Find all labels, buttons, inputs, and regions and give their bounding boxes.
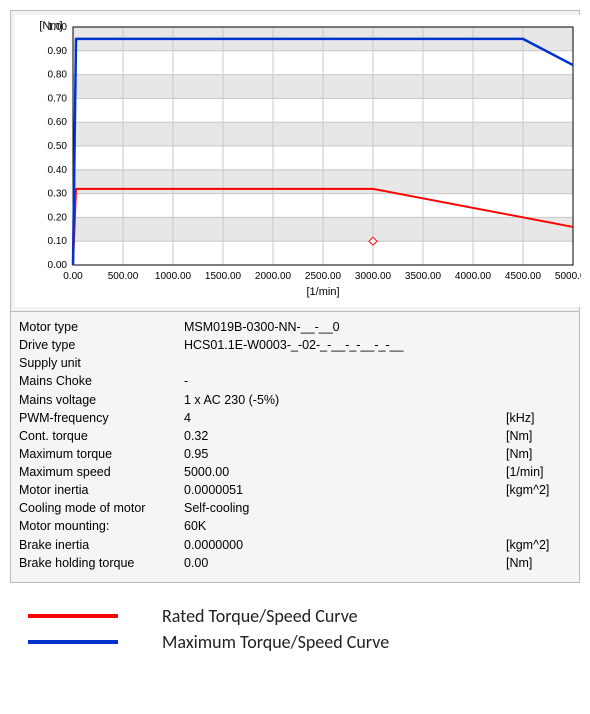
legend-label: Rated Torque/Speed Curve	[162, 605, 358, 627]
legend-row: Rated Torque/Speed Curve	[28, 605, 580, 627]
spec-value	[184, 354, 506, 372]
x-tick-label: 500.00	[108, 271, 139, 282]
spec-row: Motor typeMSM019B-0300-NN-__-__0	[19, 318, 571, 336]
spec-value: 0.95	[184, 445, 506, 463]
spec-label: Drive type	[19, 336, 184, 354]
y-tick-label: 0.40	[48, 165, 68, 176]
spec-row: Supply unit	[19, 354, 571, 372]
spec-label: Maximum torque	[19, 445, 184, 463]
spec-unit: [kgm^2]	[506, 481, 571, 499]
spec-label: Motor type	[19, 318, 184, 336]
spec-unit: [Nm]	[506, 427, 571, 445]
spec-value: 4	[184, 409, 506, 427]
x-tick-label: 1500.00	[205, 271, 242, 282]
spec-row: PWM-frequency4[kHz]	[19, 409, 571, 427]
spec-value: MSM019B-0300-NN-__-__0	[184, 318, 506, 336]
spec-label: Cont. torque	[19, 427, 184, 445]
x-tick-label: 3500.00	[405, 271, 442, 282]
spec-label: Mains Choke	[19, 372, 184, 390]
spec-unit	[506, 391, 571, 409]
spec-table: Motor typeMSM019B-0300-NN-__-__0Drive ty…	[10, 312, 580, 583]
spec-label: Brake inertia	[19, 536, 184, 554]
spec-unit: [1/min]	[506, 463, 571, 481]
legend-label: Maximum Torque/Speed Curve	[162, 631, 389, 653]
legend-row: Maximum Torque/Speed Curve	[28, 631, 580, 653]
spec-row: Brake inertia0.0000000[kgm^2]	[19, 536, 571, 554]
spec-row: Maximum speed5000.00[1/min]	[19, 463, 571, 481]
spec-label: Brake holding torque	[19, 554, 184, 572]
legend-swatch	[28, 614, 118, 618]
y-tick-label: 0.10	[48, 236, 68, 247]
y-tick-label: 0.30	[48, 189, 68, 200]
y-tick-label: 0.60	[48, 117, 68, 128]
spec-unit: [kgm^2]	[506, 536, 571, 554]
spec-label: Motor inertia	[19, 481, 184, 499]
spec-value: -	[184, 372, 506, 390]
spec-unit	[506, 372, 571, 390]
spec-label: Cooling mode of motor	[19, 499, 184, 517]
spec-value: 0.0000000	[184, 536, 506, 554]
y-tick-label: 0.70	[48, 93, 68, 104]
spec-unit	[506, 517, 571, 535]
spec-value: 60K	[184, 517, 506, 535]
spec-row: Mains Choke-	[19, 372, 571, 390]
x-tick-label: 4000.00	[455, 271, 492, 282]
spec-label: Mains voltage	[19, 391, 184, 409]
x-tick-label: 4500.00	[505, 271, 542, 282]
x-tick-label: 3000.00	[355, 271, 392, 282]
chart-panel: 0.00 0.10 0.20 0.30 0.40 0.50 0.60 0.70 0.80 0.90…	[10, 10, 580, 312]
spec-unit: [Nm]	[506, 554, 571, 572]
spec-row: Brake holding torque0.00[Nm]	[19, 554, 571, 572]
spec-value: 0.0000051	[184, 481, 506, 499]
spec-row: Maximum torque0.95[Nm]	[19, 445, 571, 463]
spec-label: Maximum speed	[19, 463, 184, 481]
y-tick-label: 0.90	[48, 46, 68, 57]
spec-row: Cooling mode of motorSelf-cooling	[19, 499, 571, 517]
torque-speed-chart: 0.00 0.10 0.20 0.30 0.40 0.50 0.60 0.70 0.80 0.90…	[15, 15, 581, 307]
spec-row: Motor inertia0.0000051[kgm^2]	[19, 481, 571, 499]
spec-unit: [kHz]	[506, 409, 571, 427]
spec-label: Supply unit	[19, 354, 184, 372]
y-tick-label: 0.20	[48, 212, 68, 223]
x-tick-label: 1000.00	[155, 271, 192, 282]
spec-value: HCS01.1E-W0003-_-02-_-__-_-__-_-__	[184, 336, 506, 354]
spec-value: Self-cooling	[184, 499, 506, 517]
spec-row: Mains voltage1 x AC 230 (-5%)	[19, 391, 571, 409]
y-axis-label: [Nm]	[39, 20, 62, 32]
x-axis-label: [1/min]	[306, 286, 339, 298]
chart-area: 0.00 0.10 0.20 0.30 0.40 0.50 0.60 0.70 0.80 0.90…	[15, 15, 575, 307]
x-tick-label: 0.00	[63, 271, 83, 282]
spec-value: 0.32	[184, 427, 506, 445]
x-tick-label: 5000.00	[555, 271, 581, 282]
spec-label: PWM-frequency	[19, 409, 184, 427]
spec-unit	[506, 336, 571, 354]
spec-value: 1 x AC 230 (-5%)	[184, 391, 506, 409]
spec-row: Motor mounting:60K	[19, 517, 571, 535]
y-tick-label: 0.00	[48, 260, 68, 271]
y-tick-label: 0.80	[48, 70, 68, 81]
x-tick-label: 2500.00	[305, 271, 342, 282]
x-tick-label: 2000.00	[255, 271, 292, 282]
spec-label: Motor mounting:	[19, 517, 184, 535]
y-tick-label: 0.50	[48, 141, 68, 152]
spec-value: 0.00	[184, 554, 506, 572]
spec-unit	[506, 499, 571, 517]
spec-unit	[506, 318, 571, 336]
spec-value: 5000.00	[184, 463, 506, 481]
spec-unit	[506, 354, 571, 372]
spec-unit: [Nm]	[506, 445, 571, 463]
legend-swatch	[28, 640, 118, 644]
spec-row: Cont. torque0.32[Nm]	[19, 427, 571, 445]
legend: Rated Torque/Speed Curve Maximum Torque/S…	[28, 605, 580, 653]
spec-row: Drive typeHCS01.1E-W0003-_-02-_-__-_-__-…	[19, 336, 571, 354]
